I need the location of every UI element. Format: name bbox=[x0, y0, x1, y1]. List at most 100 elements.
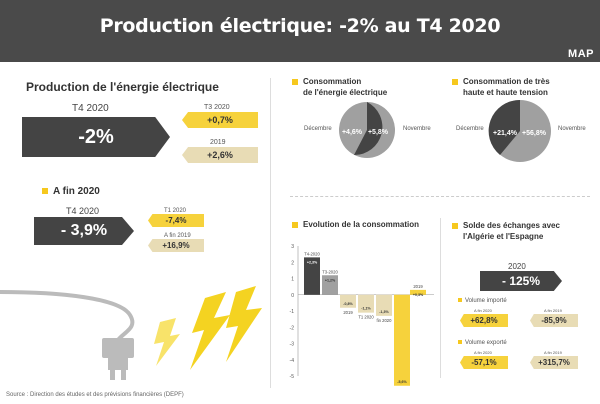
production-value-tag: -2% bbox=[22, 117, 170, 157]
production-compare1-tag: +0,7% bbox=[182, 112, 258, 128]
bullet-icon bbox=[42, 188, 48, 195]
solde-heading-line2: l'Algérie et l'Espagne bbox=[463, 232, 544, 241]
imports-left-tag: +62,8% bbox=[460, 314, 508, 327]
bullet-icon bbox=[292, 78, 298, 85]
conso-tht-heading-line2: haute et haute tension bbox=[463, 88, 548, 97]
conso-left-value: +4,6% bbox=[342, 129, 363, 136]
y-tick-label: -3 bbox=[290, 342, 295, 348]
bar-category-label: 2019 bbox=[343, 310, 353, 315]
conso-right-label: Novembre bbox=[403, 126, 431, 132]
production-compare2-tag: +2,6% bbox=[182, 147, 258, 163]
bar-category-label: T4-2020 bbox=[304, 251, 320, 256]
lightning-icon bbox=[190, 292, 230, 370]
bar-data-label: -1,1% bbox=[361, 307, 371, 311]
bar-category-label: T1 2020 bbox=[358, 315, 374, 320]
header-banner bbox=[0, 0, 600, 62]
afin-compare1-label: T1 2020 bbox=[164, 208, 187, 214]
afin-value-tag: - 3,9% bbox=[34, 217, 134, 245]
conso-heading-line2: de l'énergie électrique bbox=[303, 88, 388, 97]
conso-pie: +4,6% +5,8% bbox=[339, 102, 395, 158]
exports-left-tag: -57,1% bbox=[460, 356, 508, 369]
exports-label-text: Volume exporté bbox=[465, 340, 507, 346]
conso-left-label: Décembre bbox=[304, 126, 332, 132]
conso-tht-right-value: +56,8% bbox=[522, 130, 547, 137]
solde-heading-line1: Solde des échanges avec bbox=[463, 221, 560, 230]
conso-heading: Consommation de l'énergie électrique bbox=[292, 76, 387, 98]
y-tick-label: -5 bbox=[290, 374, 295, 380]
imports-label-text: Volume importé bbox=[465, 298, 507, 304]
conso-tht-heading: Consommation de très haute et haute tens… bbox=[452, 76, 550, 98]
cable-line bbox=[0, 290, 135, 342]
conso-tht-pie: +21,4% +56,8% bbox=[488, 99, 551, 162]
bullet-icon bbox=[458, 298, 462, 303]
y-tick-label: 3 bbox=[291, 244, 294, 250]
bar-4 bbox=[376, 294, 392, 316]
afin-compare2-label: A fin 2019 bbox=[164, 233, 191, 239]
conso-pie-right bbox=[354, 102, 383, 156]
production-compare2-label: 2019 bbox=[210, 139, 226, 146]
plug-illustration bbox=[0, 286, 262, 380]
production-period: T4 2020 bbox=[72, 103, 109, 114]
bullet-icon bbox=[452, 78, 458, 85]
bullet-icon bbox=[458, 340, 462, 345]
y-tick-label: 1 bbox=[291, 277, 294, 283]
bar-data-label: -0,8% bbox=[343, 302, 353, 306]
bar-category-label: fin 2020 bbox=[377, 318, 393, 323]
imports-label: Volume importé bbox=[458, 298, 507, 304]
solde-value-tag: - 125% bbox=[480, 271, 562, 291]
solde-period: 2020 bbox=[508, 262, 526, 271]
bar-5 bbox=[394, 294, 410, 386]
vertical-separator-2 bbox=[440, 218, 441, 378]
bar-6 bbox=[410, 289, 426, 295]
bar-data-label: +1,2% bbox=[325, 278, 336, 282]
source-note: Source : Direction des études et des pré… bbox=[6, 392, 184, 398]
bar-2 bbox=[340, 294, 356, 308]
conso-tht-heading-line1: Consommation de très bbox=[463, 77, 550, 86]
bar-1 bbox=[322, 275, 338, 295]
afin-compare2-tag: +16,9% bbox=[148, 239, 204, 252]
y-tick-label: 2 bbox=[291, 260, 294, 266]
bar-0 bbox=[304, 257, 320, 295]
afin-heading-text: A fin 2020 bbox=[53, 186, 100, 197]
exports-right-tag: +315,7% bbox=[530, 356, 578, 369]
conso-tht-right-label: Novembre bbox=[558, 126, 586, 132]
bar-category-label: T3-2020 bbox=[322, 269, 338, 274]
bullet-icon bbox=[292, 221, 298, 228]
production-heading: Production de l'énergie électrique bbox=[26, 80, 219, 94]
conso-tht-left-value: +21,4% bbox=[493, 130, 518, 137]
conso-heading-line1: Consommation bbox=[303, 77, 362, 86]
bar-data-label: +2,3% bbox=[307, 260, 318, 264]
imports-right-tag: -85,9% bbox=[530, 314, 578, 327]
bar-3 bbox=[358, 294, 374, 313]
evolution-heading: Evolution de la consommation bbox=[292, 220, 419, 229]
page-title: Production électrique: -2% au T4 2020 bbox=[99, 15, 501, 37]
conso-right-value: +5,8% bbox=[368, 129, 389, 136]
exports-label: Volume exporté bbox=[458, 340, 507, 346]
lightning-icon bbox=[226, 286, 262, 362]
imports-left-sub: A fin 2020 bbox=[474, 308, 492, 313]
evolution-heading-text: Evolution de la consommation bbox=[303, 220, 420, 229]
imports-right-sub: A fin 2019 bbox=[544, 308, 562, 313]
conso-tht-pie-left bbox=[488, 99, 520, 155]
y-tick-label: -1 bbox=[290, 309, 295, 315]
afin-period: T4 2020 bbox=[66, 206, 100, 216]
dashed-separator bbox=[290, 196, 590, 197]
exports-right-sub: A fin 2019 bbox=[544, 350, 562, 355]
y-tick-label: -2 bbox=[290, 325, 295, 331]
vertical-separator bbox=[270, 78, 271, 388]
afin-compare1-tag: -7,4% bbox=[148, 214, 204, 227]
bullet-icon bbox=[452, 222, 458, 229]
bar-data-label: +0,3% bbox=[413, 293, 424, 297]
production-compare1-label: T3 2020 bbox=[204, 104, 230, 111]
bar-data-label: -5,6% bbox=[397, 380, 407, 384]
y-tick-label: -4 bbox=[290, 358, 295, 364]
afin-heading: A fin 2020 bbox=[42, 186, 100, 197]
evolution-chart: 3 2 1 0 -1 -2 -3 -4 -5 +2,3% T4-2020 +1,2% T3-2020 -0… bbox=[290, 244, 434, 386]
bar-category-label: 2019 bbox=[413, 284, 423, 289]
map-logo: MAP bbox=[568, 48, 594, 60]
bar-data-label: -1,3% bbox=[379, 310, 389, 314]
plug-icon bbox=[102, 338, 134, 380]
exports-left-sub: A fin 2020 bbox=[474, 350, 492, 355]
conso-tht-left-label: Décembre bbox=[456, 126, 484, 132]
lightning-icon bbox=[154, 318, 180, 366]
